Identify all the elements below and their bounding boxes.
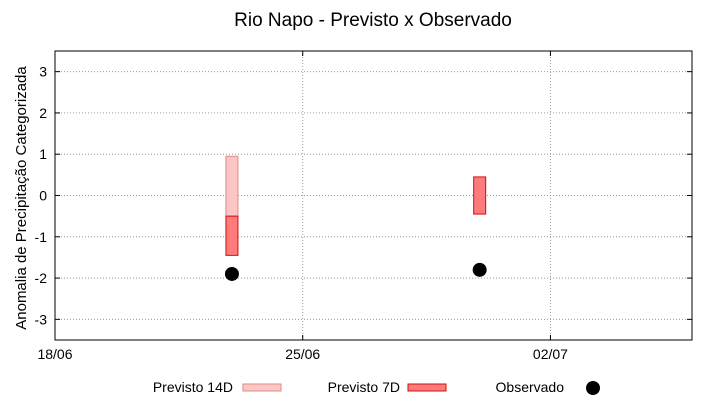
- y-tick-label: -3: [35, 311, 48, 327]
- y-tick-label: 0: [39, 188, 47, 204]
- x-tick-label: 02/07: [533, 346, 568, 362]
- legend-swatch: [407, 383, 447, 392]
- y-tick-label: 1: [39, 146, 47, 162]
- observado-point: [472, 262, 487, 277]
- chart-marks: [224, 155, 487, 281]
- chart-title: Rio Napo - Previsto x Observado: [234, 10, 512, 31]
- range-bar-previsto-7d: [473, 176, 487, 215]
- y-axis-label: Anomalia de Precipitação Categorizada: [13, 66, 30, 330]
- x-tick-label: 18/06: [37, 346, 72, 362]
- y-tick-label: 3: [39, 64, 47, 80]
- range-bar-previsto-14d: [225, 155, 239, 217]
- axis-ticks: 3210-1-2-318/0625/0602/0709/0716/0723/07…: [35, 51, 692, 362]
- y-tick-label: -1: [35, 229, 48, 245]
- y-tick-label: -2: [35, 270, 48, 286]
- legend: Previsto 14D Previsto 7D Observado: [153, 379, 600, 395]
- legend-label: Observado: [496, 379, 565, 395]
- legend-label: Previsto 14D: [153, 379, 233, 395]
- grid: [55, 51, 692, 340]
- legend-swatch: [586, 381, 600, 395]
- range-bar-previsto-7d: [225, 215, 239, 256]
- y-tick-label: 2: [39, 105, 47, 121]
- observado-point: [224, 266, 239, 281]
- x-tick-label: 25/06: [285, 346, 320, 362]
- legend-swatch: [242, 383, 282, 392]
- legend-label: Previsto 7D: [328, 379, 400, 395]
